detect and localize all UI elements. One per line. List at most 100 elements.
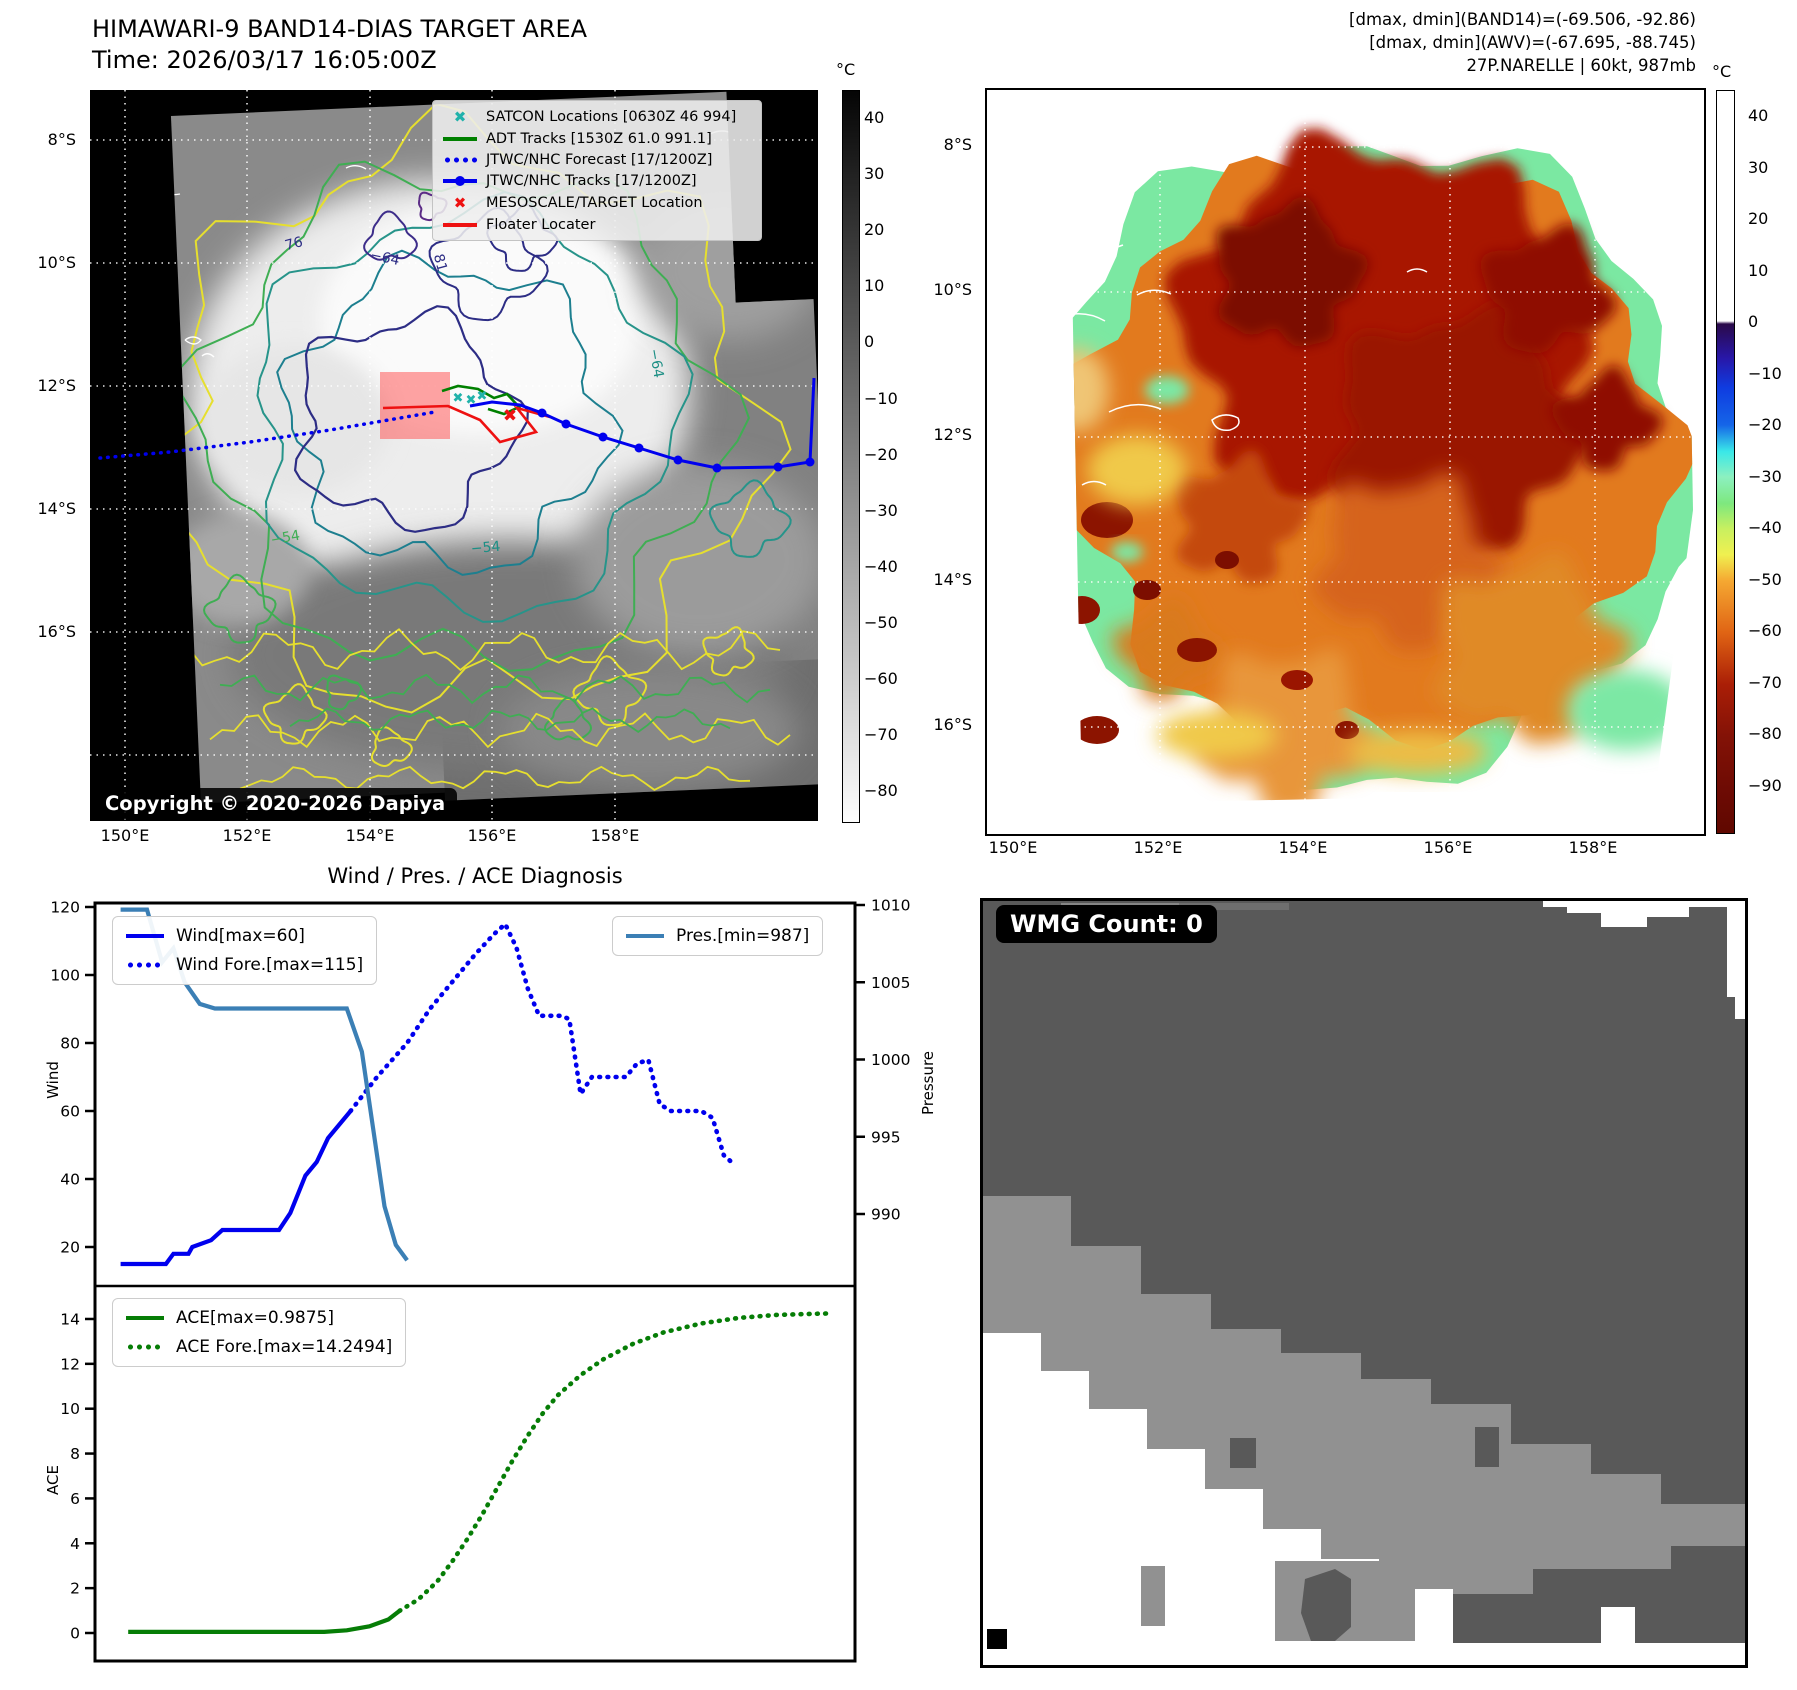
wind-legend: Wind[max=60] Wind Fore.[max=115] [112, 916, 378, 985]
pressure-axis-label: Pressure [919, 1051, 937, 1115]
pressure-axis-tick: 1000 [871, 1051, 910, 1069]
legend-row: ✖ MESOSCALE/TARGET Location [443, 194, 751, 212]
copyright-badge: Copyright © 2020-2026 Dapiya [93, 788, 458, 819]
x-marker-icon: ✖ [453, 108, 467, 126]
band14-lon-tick: 154°E [345, 826, 395, 845]
awv-colorbar-tick: −20 [1748, 415, 1782, 434]
pressure-axis-tick: 995 [871, 1128, 901, 1146]
wind-axis-tick: 60 [60, 1103, 80, 1121]
wind-axis-tick: 40 [60, 1171, 80, 1189]
legend-label: Wind[max=60] [176, 926, 305, 946]
band14-lat-tick: 10°S [37, 253, 76, 272]
dotted-line-sample-icon [126, 962, 164, 968]
awv-lat-tick: 10°S [933, 280, 972, 299]
awv-colorbar-tick: −50 [1748, 569, 1782, 589]
ace-max-0-9875--series [128, 1609, 401, 1635]
awv-color-satellite-map [985, 88, 1706, 836]
jtwc-track-point [805, 457, 815, 467]
ace-axis-tick: 0 [70, 1625, 80, 1643]
ace-fore-max-14-2494--series [397, 1311, 832, 1614]
ace-axis-tick: 12 [60, 1355, 80, 1373]
chart-frame [93, 901, 857, 1663]
pressure-axis-tick: 990 [871, 1206, 901, 1224]
band14-colorbar-tick: −70 [864, 725, 898, 745]
diagnosis-charts: 20 40 60 80 100 120 990 995 1000 1005 1010 0 2 4 6 8 10 1… [44, 897, 937, 1663]
awv-colorbar-tick: −80 [1748, 724, 1782, 743]
awv-lat-tick: 16°S [933, 715, 972, 734]
awv-lat-tick: 12°S [933, 425, 972, 444]
diagnosis-title: Wind / Pres. / ACE Diagnosis [327, 864, 623, 888]
wind-axis-tick: 20 [60, 1239, 80, 1257]
legend-row: Floater Locater [443, 217, 751, 233]
ace-axis-tick: 10 [60, 1400, 80, 1418]
contour-label: −64 [645, 347, 666, 379]
awv-colorbar-tick: 30 [1748, 157, 1769, 177]
band14-map-legend: ✖ SATCON Locations [0630Z 46 994] ADT Trac… [432, 100, 762, 241]
awv-lon-tick: 158°E [1568, 838, 1618, 857]
band14-title: HIMAWARI-9 BAND14-DIAS TARGET AREA [92, 15, 588, 43]
line-with-marker-sample-icon [443, 176, 477, 186]
awv-cloud-field [1069, 128, 1693, 804]
awv-colorbar-tick: 10 [1748, 260, 1769, 280]
target-x-marker: ✖ [503, 406, 517, 426]
awv-colorbar-tick: 20 [1748, 209, 1769, 228]
pressure-axis-tick: 1010 [871, 897, 910, 915]
jtwc-track-point [561, 419, 571, 429]
satcon-x-marker: ✖ [466, 393, 477, 408]
mask-origin-marker [987, 1629, 1007, 1649]
band14-lon-tick: 156°E [467, 826, 517, 845]
line-sample-icon [126, 934, 164, 938]
band14-colorbar-tick: −40 [864, 556, 898, 576]
ace-axis-tick: 8 [70, 1445, 80, 1463]
band14-lon-tick: 152°E [222, 826, 272, 845]
ace-axis-label: ACE [44, 1465, 62, 1495]
jtwc-forecast-track [98, 410, 437, 460]
legend-label: JTWC/NHC Forecast [17/1200Z] [486, 152, 713, 168]
line-sample-icon [443, 223, 477, 227]
contour-label: 76 [283, 234, 304, 254]
awv-colorbar [1716, 90, 1735, 834]
ace-legend: ACE[max=0.9875] ACE Fore.[max=14.2494] [112, 1298, 407, 1367]
legend-label: Wind Fore.[max=115] [176, 955, 364, 975]
line-sample-icon [126, 1316, 164, 1320]
band14-lat-tick: 8°S [47, 130, 76, 149]
awv-gridlines [987, 90, 1704, 834]
awv-colorbar-tick: −30 [1748, 466, 1782, 486]
contour-label: 81 [430, 252, 450, 273]
awv-colorbar-tick: −40 [1748, 518, 1782, 537]
dotted-line-sample-icon [443, 157, 477, 163]
legend-row: Pres.[min=987] [626, 926, 809, 946]
legend-row: JTWC/NHC Forecast [17/1200Z] [443, 152, 751, 168]
awv-lat-tick: 14°S [933, 570, 972, 589]
awv-colorbar-tick: −90 [1748, 775, 1782, 795]
band14-colorbar-tick: −30 [864, 500, 898, 520]
legend-label: JTWC/NHC Tracks [17/1200Z] [486, 173, 697, 189]
contour-label: −64 [369, 247, 401, 269]
satcon-x-marker: ✖ [477, 389, 488, 404]
awv-lon-tick: 150°E [988, 838, 1038, 857]
legend-label: SATCON Locations [0630Z 46 994] [486, 109, 737, 125]
legend-row: ADT Tracks [1530Z 61.0 991.1] [443, 131, 751, 147]
contour-value-labels: 76 −64 81 −64 −54 −54 [269, 234, 666, 557]
awv-lon-tick: 154°E [1278, 838, 1328, 857]
wind-axis-tick: 120 [50, 899, 80, 917]
jtwc-track-point [673, 455, 683, 465]
awv-colorbar-tick: −10 [1748, 363, 1782, 383]
wind-fore-max-115--series [348, 920, 734, 1165]
legend-label: Floater Locater [486, 217, 596, 233]
jtwc-track-point [712, 463, 722, 473]
legend-label: Pres.[min=987] [676, 926, 810, 946]
dotted-line-sample-icon [126, 1344, 164, 1350]
ace-axis-tick: 2 [70, 1580, 80, 1598]
ace-axis-tick: 6 [70, 1490, 80, 1508]
contour-label: −54 [470, 539, 501, 558]
awv-lat-tick: 8°S [943, 135, 972, 154]
band14-colorbar-tick: −20 [864, 444, 898, 464]
awv-lon-tick: 152°E [1133, 838, 1183, 857]
awv-lon-tick: 156°E [1423, 838, 1473, 857]
band14-colorbar-tick: 0 [864, 332, 875, 352]
awv-colorbar-tick: −60 [1748, 621, 1782, 640]
legend-row: ✖ SATCON Locations [0630Z 46 994] [443, 108, 751, 126]
wind-axis-label: Wind [44, 1061, 62, 1099]
band14-title-block: HIMAWARI-9 BAND14-DIAS TARGET AREA Time:… [92, 14, 587, 76]
